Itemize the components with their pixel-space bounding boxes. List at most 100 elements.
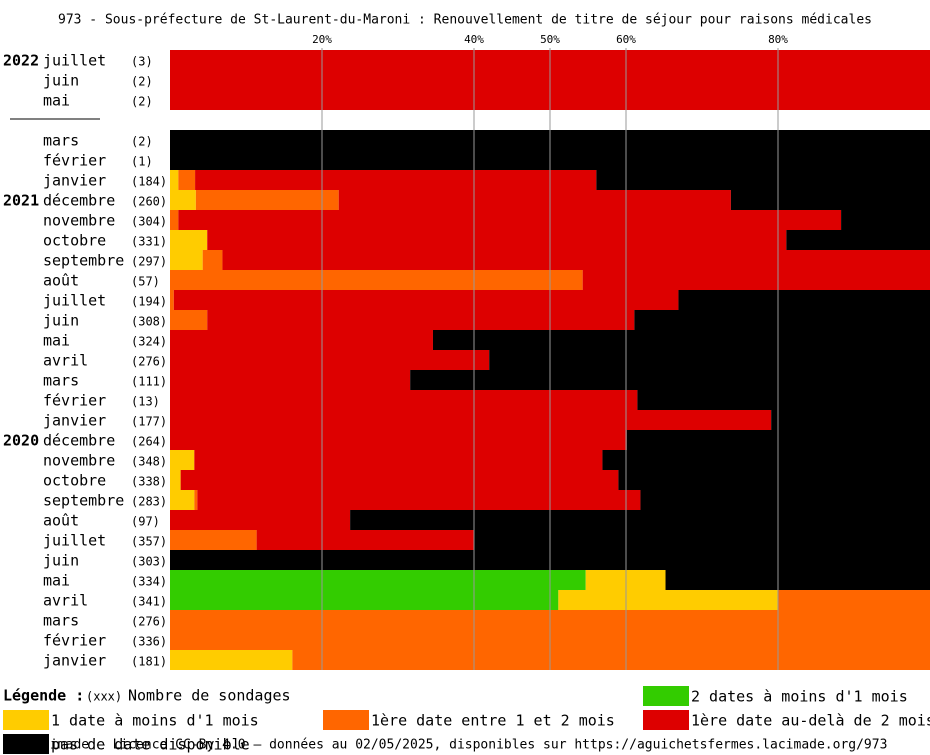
month-label: février bbox=[43, 152, 106, 170]
bar-segment bbox=[170, 330, 433, 350]
bar-segment bbox=[202, 250, 223, 270]
count-label: (341) bbox=[131, 595, 167, 609]
legend-swatch bbox=[3, 734, 49, 754]
bar-segment bbox=[170, 490, 195, 510]
month-label: janvier bbox=[43, 412, 106, 430]
bar-segment bbox=[195, 190, 339, 210]
count-label: (331) bbox=[131, 235, 167, 249]
month-label: juillet bbox=[43, 292, 106, 310]
month-label: février bbox=[43, 632, 106, 650]
bar-segment bbox=[170, 190, 196, 210]
legend-label: 2 dates à moins d'1 mois bbox=[691, 688, 908, 706]
count-label: (2) bbox=[131, 135, 153, 149]
year-label: 2022 bbox=[3, 52, 39, 70]
bar-segment bbox=[637, 390, 930, 410]
bar-segment bbox=[474, 530, 930, 550]
month-label: juin bbox=[43, 552, 79, 570]
bar-segment bbox=[730, 190, 930, 210]
chart-title: 973 - Sous-préfecture de St-Laurent-du-M… bbox=[58, 13, 872, 28]
count-label: (177) bbox=[131, 415, 167, 429]
month-label: septembre bbox=[43, 252, 124, 270]
month-label: août bbox=[43, 512, 79, 530]
bar-segment bbox=[338, 190, 731, 210]
bar-segment bbox=[489, 350, 930, 370]
year-label: 2021 bbox=[3, 192, 39, 210]
bar-segment bbox=[170, 570, 586, 590]
x-tick-label: 50% bbox=[540, 33, 560, 46]
count-label: (334) bbox=[131, 575, 167, 589]
bar-segment bbox=[173, 290, 679, 310]
count-label: (357) bbox=[131, 535, 167, 549]
bar-segment bbox=[582, 270, 930, 290]
bar-segment bbox=[786, 230, 930, 250]
count-label: (308) bbox=[131, 315, 167, 329]
bar-segment bbox=[778, 590, 930, 610]
bar-segment bbox=[634, 310, 930, 330]
count-label: (276) bbox=[131, 615, 167, 629]
month-label: mai bbox=[43, 572, 70, 590]
bar-segment bbox=[170, 290, 174, 310]
legend-title: Légende : bbox=[3, 687, 84, 705]
bar-segment bbox=[602, 450, 930, 470]
bar-segment bbox=[170, 170, 179, 190]
bar-segment bbox=[207, 230, 787, 250]
bar-segment bbox=[432, 330, 930, 350]
x-tick-label: 20% bbox=[312, 33, 332, 46]
bar-segment bbox=[207, 310, 635, 330]
month-label: mai bbox=[43, 332, 70, 350]
bar-segment bbox=[170, 230, 208, 250]
bar-segment bbox=[841, 210, 930, 230]
count-label: (260) bbox=[131, 195, 167, 209]
bar-segment bbox=[170, 350, 490, 370]
month-label: juillet bbox=[43, 532, 106, 550]
month-label: août bbox=[43, 272, 79, 290]
bar-segment bbox=[665, 570, 930, 590]
count-label: (324) bbox=[131, 335, 167, 349]
month-label: juin bbox=[43, 72, 79, 90]
bar-segment bbox=[170, 210, 179, 230]
count-label: (181) bbox=[131, 655, 167, 669]
count-label: (111) bbox=[131, 375, 167, 389]
count-label: (348) bbox=[131, 455, 167, 469]
bar-segment bbox=[350, 510, 930, 530]
month-label: octobre bbox=[43, 232, 106, 250]
bar-segment bbox=[170, 430, 627, 450]
bar-segment bbox=[178, 170, 196, 190]
bar-segment bbox=[194, 450, 603, 470]
legend-swatch bbox=[643, 710, 689, 730]
bar-segment bbox=[558, 590, 778, 610]
legend-count-key: (xxx) bbox=[86, 690, 122, 704]
bar-segment bbox=[618, 470, 930, 490]
month-label: avril bbox=[43, 352, 88, 370]
bar-segment bbox=[771, 410, 930, 430]
month-label: avril bbox=[43, 592, 88, 610]
legend-label: pas de date disponible bbox=[51, 736, 250, 754]
count-label: (57) bbox=[131, 275, 160, 289]
bar-segment bbox=[410, 370, 930, 390]
bar-segment bbox=[170, 450, 195, 470]
legend-label: 1 date à moins d'1 mois bbox=[51, 712, 259, 730]
count-label: (304) bbox=[131, 215, 167, 229]
month-label: septembre bbox=[43, 492, 124, 510]
legend-count-text: Nombre de sondages bbox=[128, 687, 291, 705]
month-label: juin bbox=[43, 312, 79, 330]
count-label: (264) bbox=[131, 435, 167, 449]
month-label: mars bbox=[43, 612, 79, 630]
bar-segment bbox=[197, 490, 641, 510]
bar-segment bbox=[180, 470, 619, 490]
legend-swatch bbox=[323, 710, 369, 730]
count-label: (194) bbox=[131, 295, 167, 309]
x-tick-label: 80% bbox=[768, 33, 788, 46]
count-label: (338) bbox=[131, 475, 167, 489]
count-label: (1) bbox=[131, 155, 153, 169]
month-label: décembre bbox=[43, 432, 115, 450]
bar-segment bbox=[292, 650, 930, 670]
count-label: (2) bbox=[131, 95, 153, 109]
bar-segment bbox=[170, 410, 772, 430]
footer: © La Cimade — Licence CC-By 4.0 — donnée… bbox=[3, 738, 887, 753]
bar-segment bbox=[170, 470, 181, 490]
x-tick-label: 60% bbox=[616, 33, 636, 46]
count-label: (297) bbox=[131, 255, 167, 269]
bar-segment bbox=[678, 290, 930, 310]
